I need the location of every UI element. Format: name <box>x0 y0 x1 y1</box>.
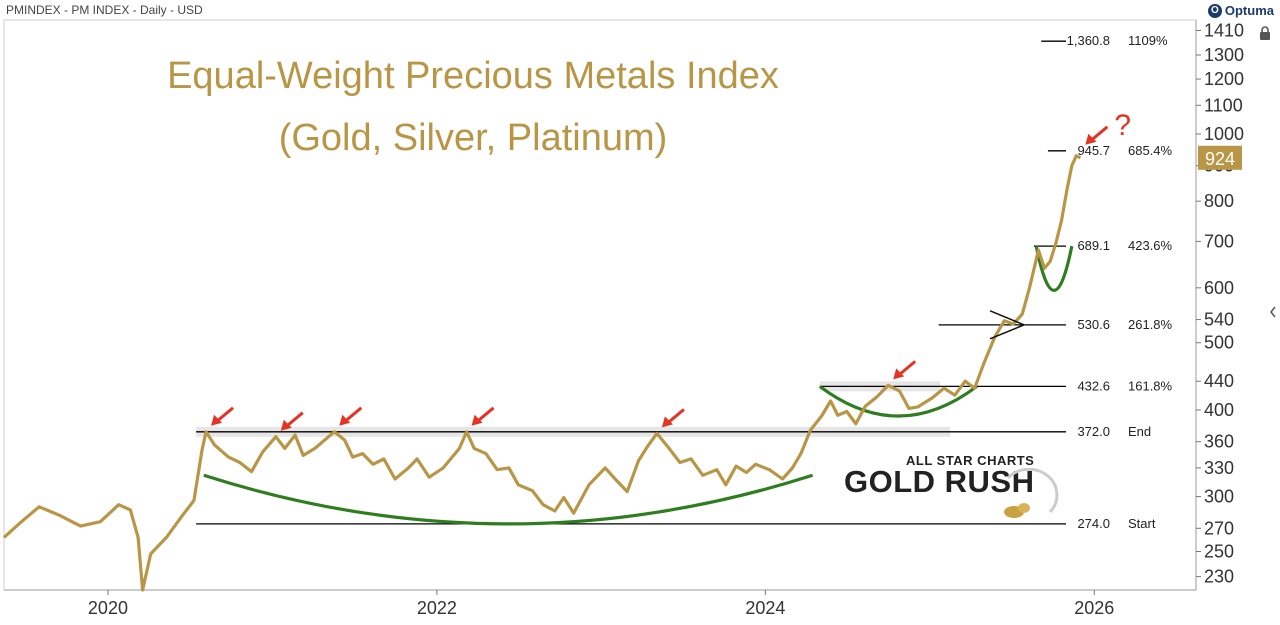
callout-arrow-head <box>471 414 483 426</box>
breakout-triangle <box>989 310 1027 340</box>
y-axis: 230 250 270 300 330 360 400 440 500 540 600 700 800 9… <box>1196 20 1244 587</box>
y-tick-label: 1100 <box>1204 95 1243 115</box>
level-tag-label: Start <box>1128 516 1156 531</box>
gold-rush-watermark: ALL STAR CHARTS GOLD RUSH <box>840 450 1070 520</box>
x-tick-label: 2022 <box>417 598 457 618</box>
last-price-layer: 924 <box>1198 145 1242 170</box>
price-line <box>2 154 1082 592</box>
y-tick-label: 540 <box>1204 310 1234 330</box>
level-tag-label: 685.4% <box>1128 143 1173 158</box>
levels-layer: 1,360.8 1109% 945.7 685.4% 689.1 423.6% 530.6 2… <box>196 33 1173 531</box>
chart-title-line-1: Equal-Weight Precious Metals Index <box>167 55 779 97</box>
level-value-label: 945.7 <box>1077 143 1110 158</box>
arcs-layer <box>203 245 1074 526</box>
callout-arrow-head <box>893 368 905 380</box>
y-tick-label: 700 <box>1204 231 1234 251</box>
level-tag-label: 423.6% <box>1128 238 1173 253</box>
y-tick-label: 600 <box>1204 278 1234 298</box>
watermark-big-text: GOLD RUSH <box>844 464 1035 499</box>
y-tick-label: 1410 <box>1204 20 1244 40</box>
y-tick-label: 1200 <box>1204 69 1244 89</box>
level-value-label: 689.1 <box>1077 238 1110 253</box>
x-tick-label: 2026 <box>1074 598 1114 618</box>
chevron-left-icon[interactable] <box>1268 303 1278 321</box>
question-mark: ? <box>1114 109 1131 142</box>
y-tick-label: 230 <box>1204 567 1234 587</box>
level-tag-label: End <box>1128 424 1151 439</box>
series-layer <box>2 154 1082 592</box>
cup-arc <box>818 385 978 418</box>
y-tick-label: 800 <box>1204 191 1234 211</box>
last-price-label: 924 <box>1205 149 1235 169</box>
callout-arrow-head <box>661 416 673 428</box>
lock-icon[interactable] <box>1258 26 1272 40</box>
level-value-label: 1,360.8 <box>1067 33 1110 48</box>
x-tick-label: 2020 <box>88 598 128 618</box>
optuma-logo[interactable]: O Optuma <box>1207 3 1274 18</box>
cup-arc <box>1034 245 1074 292</box>
y-tick-label: 440 <box>1204 371 1234 391</box>
level-value-label: 432.6 <box>1077 378 1110 393</box>
y-tick-label: 250 <box>1204 541 1234 561</box>
level-value-label: 530.6 <box>1077 317 1110 332</box>
y-tick-label: 1000 <box>1204 124 1244 144</box>
chart-title-line-2: (Gold, Silver, Platinum) <box>278 117 668 159</box>
y-tick-label: 270 <box>1204 518 1234 538</box>
level-tag-label: 261.8% <box>1128 317 1173 332</box>
symbol-header: PMINDEX - PM INDEX - Daily - USD <box>6 3 203 17</box>
y-tick-label: 300 <box>1204 487 1234 507</box>
x-tick-label: 2024 <box>745 598 785 618</box>
callout-arrow-head <box>1085 133 1097 145</box>
level-tag-label: 1109% <box>1128 33 1168 48</box>
optuma-logo-icon: O <box>1207 3 1222 18</box>
cup-arc <box>203 473 814 526</box>
callout-arrow-head <box>339 414 351 426</box>
last-price-tag <box>1198 145 1242 170</box>
level-value-label: 372.0 <box>1077 424 1110 439</box>
level-tag-label: 161.8% <box>1128 378 1173 393</box>
y-tick-label: 360 <box>1204 432 1234 452</box>
optuma-logo-text: Optuma <box>1224 3 1274 18</box>
y-tick-label: 500 <box>1204 333 1234 353</box>
y-tick-label: 1300 <box>1204 45 1244 65</box>
x-axis: 2020 2022 2024 2026 <box>88 590 1114 618</box>
watermark-small-text: ALL STAR CHARTS <box>906 453 1035 468</box>
y-tick-label: 400 <box>1204 400 1234 420</box>
level-value-label: 274.0 <box>1077 516 1110 531</box>
annotations-layer: ? <box>211 109 1131 431</box>
callout-arrow-head <box>280 419 292 431</box>
y-tick-label: 330 <box>1204 458 1234 478</box>
callout-arrow-head <box>211 414 223 426</box>
gold-nugget-icon <box>1004 468 1059 518</box>
